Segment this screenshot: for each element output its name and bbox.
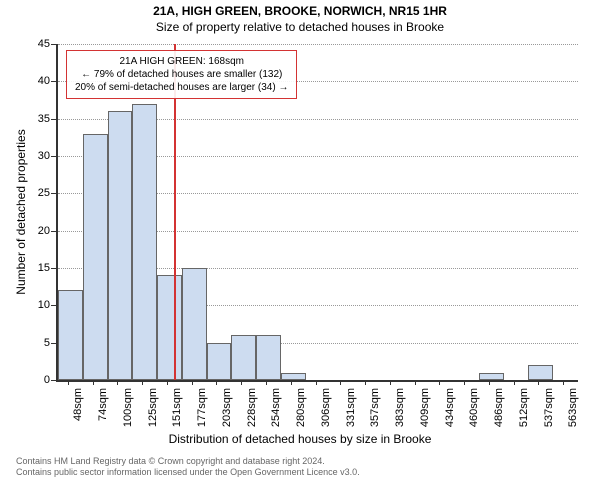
y-tick-label: 45 <box>0 38 50 50</box>
y-tick-mark <box>51 268 56 269</box>
anno-line3: 20% of semi-detached houses are larger (… <box>75 81 288 94</box>
x-tick-label: 306sqm <box>320 388 332 427</box>
histogram-bar <box>58 290 83 380</box>
histogram-bar <box>281 373 306 380</box>
x-tick-mark <box>439 380 440 385</box>
x-tick-mark <box>93 380 94 385</box>
anno-line1: 21A HIGH GREEN: 168sqm <box>75 55 288 68</box>
footer-attribution: Contains HM Land Registry data © Crown c… <box>16 456 360 478</box>
x-tick-mark <box>563 380 564 385</box>
y-tick-mark <box>51 193 56 194</box>
x-tick-label: 203sqm <box>221 388 233 427</box>
y-tick-label: 20 <box>0 225 50 237</box>
histogram-bar <box>479 373 504 380</box>
y-tick-label: 30 <box>0 150 50 162</box>
y-tick-mark <box>51 44 56 45</box>
x-tick-label: 125sqm <box>147 388 159 427</box>
x-tick-mark <box>390 380 391 385</box>
x-tick-label: 254sqm <box>270 388 282 427</box>
x-tick-mark <box>514 380 515 385</box>
marker-annotation: 21A HIGH GREEN: 168sqm ← 79% of detached… <box>66 50 297 99</box>
x-tick-mark <box>489 380 490 385</box>
y-tick-mark <box>51 380 56 381</box>
x-tick-label: 74sqm <box>97 388 109 421</box>
x-tick-label: 409sqm <box>419 388 431 427</box>
y-tick-label: 35 <box>0 113 50 125</box>
histogram-bar <box>108 111 133 380</box>
histogram-bar <box>182 268 207 380</box>
x-tick-label: 228sqm <box>246 388 258 427</box>
x-tick-mark <box>216 380 217 385</box>
y-tick-mark <box>51 305 56 306</box>
x-tick-mark <box>142 380 143 385</box>
histogram-bar <box>231 335 256 380</box>
histogram-bar <box>83 134 108 380</box>
x-tick-label: 280sqm <box>295 388 307 427</box>
x-tick-mark <box>167 380 168 385</box>
x-tick-label: 512sqm <box>518 388 530 427</box>
y-tick-mark <box>51 231 56 232</box>
x-tick-label: 563sqm <box>568 388 580 427</box>
gridline-h <box>58 44 578 45</box>
histogram-bar <box>132 104 157 380</box>
y-tick-label: 5 <box>0 337 50 349</box>
x-axis-label: Distribution of detached houses by size … <box>0 432 600 446</box>
x-tick-label: 383sqm <box>394 388 406 427</box>
x-tick-label: 486sqm <box>493 388 505 427</box>
y-tick-label: 15 <box>0 262 50 274</box>
footer-line1: Contains HM Land Registry data © Crown c… <box>16 456 360 467</box>
y-tick-mark <box>51 156 56 157</box>
x-tick-label: 48sqm <box>72 388 84 421</box>
x-tick-mark <box>192 380 193 385</box>
histogram-bar <box>157 275 182 380</box>
histogram-bar <box>207 343 232 380</box>
x-tick-mark <box>365 380 366 385</box>
y-tick-label: 40 <box>0 75 50 87</box>
x-tick-label: 100sqm <box>122 388 134 427</box>
x-tick-mark <box>68 380 69 385</box>
x-tick-label: 177sqm <box>196 388 208 427</box>
x-tick-mark <box>316 380 317 385</box>
x-tick-label: 151sqm <box>171 388 183 427</box>
x-tick-mark <box>464 380 465 385</box>
footer-line2: Contains public sector information licen… <box>16 467 360 478</box>
x-tick-label: 537sqm <box>543 388 555 427</box>
x-tick-label: 460sqm <box>469 388 481 427</box>
chart-title-line2: Size of property relative to detached ho… <box>0 20 600 34</box>
x-tick-label: 357sqm <box>370 388 382 427</box>
histogram-bar <box>528 365 553 380</box>
x-tick-mark <box>291 380 292 385</box>
histogram-bar <box>256 335 281 380</box>
x-tick-mark <box>266 380 267 385</box>
y-tick-label: 10 <box>0 299 50 311</box>
y-tick-mark <box>51 343 56 344</box>
y-tick-mark <box>51 119 56 120</box>
anno-line2: ← 79% of detached houses are smaller (13… <box>75 68 288 81</box>
x-tick-label: 434sqm <box>444 388 456 427</box>
y-tick-label: 0 <box>0 374 50 386</box>
x-tick-mark <box>415 380 416 385</box>
y-tick-label: 25 <box>0 187 50 199</box>
x-tick-mark <box>117 380 118 385</box>
x-tick-mark <box>340 380 341 385</box>
x-tick-label: 331sqm <box>345 388 357 427</box>
chart-title-line1: 21A, HIGH GREEN, BROOKE, NORWICH, NR15 1… <box>0 4 600 18</box>
x-tick-mark <box>538 380 539 385</box>
x-tick-mark <box>241 380 242 385</box>
y-axis-label: Number of detached properties <box>14 44 28 380</box>
y-tick-mark <box>51 81 56 82</box>
